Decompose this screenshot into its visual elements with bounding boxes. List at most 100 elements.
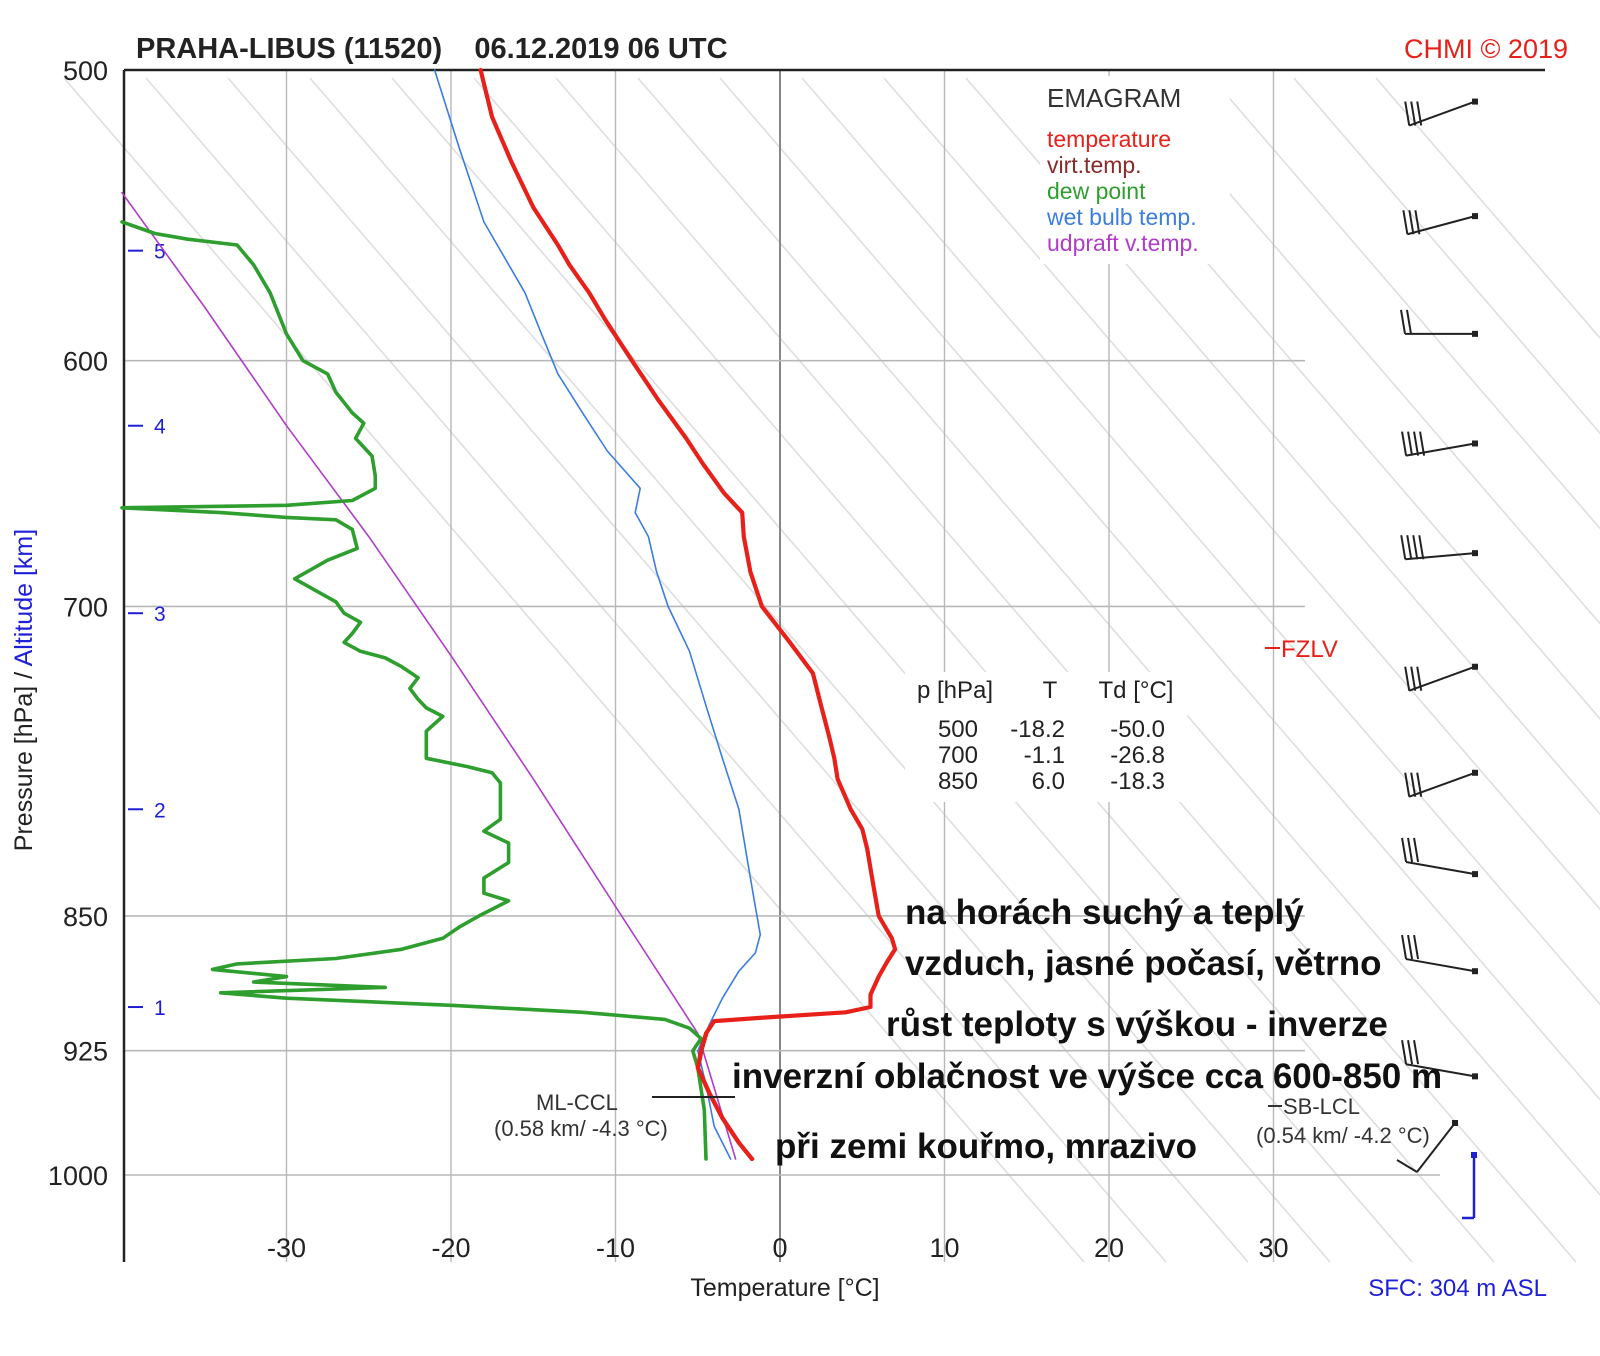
wind-barb-shaft: [1405, 860, 1476, 876]
altitude-tick-label: 2: [154, 799, 166, 822]
surface-wind-dot: [1471, 1152, 1477, 1158]
wind-barb-feather: [1419, 431, 1426, 456]
series-lines: [120, 67, 898, 1162]
dry-adiabat-line: [63, 77, 1085, 1263]
copyright-label: CHMI © 2019: [1404, 34, 1568, 64]
wind-barb: [1400, 535, 1478, 561]
wind-barb: [1404, 769, 1478, 798]
x-tick-label: 30: [1258, 1233, 1288, 1263]
wind-barb-feather: [1418, 535, 1425, 560]
wind-barb-feather: [1400, 535, 1407, 560]
x-tick-label: -30: [267, 1233, 306, 1263]
levels-table-cell: -50.0: [1110, 716, 1165, 743]
dry-adiabat-line: [801, 77, 1600, 1006]
wind-barb-shaft: [1416, 1122, 1456, 1173]
x-tick-label: 10: [929, 1233, 959, 1263]
wind-barb-dot: [1472, 769, 1478, 776]
dry-adiabat-line: [473, 77, 1495, 1263]
dry-adiabat-line: [719, 77, 1600, 1101]
wind-barb-feather: [1410, 101, 1417, 126]
levels-table-box: [905, 672, 1187, 802]
wind-barb-feather: [1416, 772, 1423, 797]
wind-barb-feather: [1413, 837, 1420, 863]
ml-ccl-detail: (0.58 km/ -4.3 °C): [494, 1116, 668, 1141]
wind-barb-feather: [1413, 1040, 1420, 1065]
chart-title: PRAHA-LIBUS (11520) 06.12.2019 06 UTC: [136, 33, 728, 65]
ml-ccl-label: ML-CCL: [536, 1090, 618, 1115]
x-tick-label: -10: [596, 1233, 635, 1263]
wind-barb-feather: [1413, 431, 1420, 456]
pressure-tick-label: 600: [63, 347, 108, 377]
levels-table-cell: -26.8: [1110, 742, 1165, 769]
legend-item: temperature: [1047, 126, 1171, 152]
y-axis-label-text: Pressure [hPa] / Altitude [km]: [10, 529, 38, 851]
legend-item: udpraft v.temp.: [1047, 230, 1199, 256]
altitude-tick-label: 4: [154, 416, 166, 439]
wind-barb-feather: [1401, 1040, 1408, 1065]
altitude-tick-label: 5: [154, 241, 166, 264]
dry-adiabat-line: [145, 77, 1167, 1263]
wind-barb-flag: [1396, 1159, 1418, 1173]
sb-lcl-label: SB-LCL: [1283, 1094, 1360, 1119]
surface-label: SFC: 304 m ASL: [1368, 1275, 1547, 1302]
series-wet-bulb-temp-line: [433, 69, 762, 1160]
wind-barb-feather: [1414, 210, 1421, 235]
wind-barb: [1401, 431, 1478, 457]
levels-table-cell: -1.1: [1024, 742, 1065, 769]
annotation-text: růst teploty s výškou - inverze: [886, 1005, 1388, 1044]
wind-barb-dot: [1472, 330, 1478, 337]
levels-table-cell: 500: [938, 716, 978, 743]
levels-table-header: p [hPa]: [917, 677, 993, 704]
x-tick-label: 0: [772, 1233, 787, 1263]
dry-adiabat-line: [227, 77, 1249, 1263]
levels-table-cell: -18.3: [1110, 768, 1165, 795]
wind-barb-feather: [1416, 101, 1423, 126]
levels-table-cell: 850: [938, 768, 978, 795]
wind-barb: [1401, 934, 1478, 975]
wind-barb-feather: [1404, 772, 1411, 797]
y-axis-label-pressure: Pressure [hPa]: [10, 686, 38, 851]
pressure-tick-label: 850: [63, 902, 108, 932]
wind-barb-feather: [1416, 666, 1423, 691]
x-axis-label: Temperature [°C]: [690, 1274, 879, 1302]
wind-barb-dot: [1472, 440, 1478, 447]
levels-table-header: T: [1043, 677, 1058, 704]
wind-barb: [1396, 1120, 1458, 1173]
wind-barb-feather: [1401, 934, 1408, 960]
y-axis-label: Pressure [hPa] / Altitude [km]: [10, 529, 38, 851]
x-tick-labels: -30 -20 -10 0 10 20 30: [267, 1233, 1289, 1263]
dry-adiabat-line: [965, 77, 1600, 816]
legend-item: wet bulb temp.: [1046, 204, 1197, 230]
wind-barb-feather: [1407, 1040, 1414, 1065]
wind-barb-dot: [1472, 98, 1478, 105]
annotation-text: inverzní oblačnost ve výšce cca 600-850 …: [732, 1057, 1442, 1096]
pressure-tick-label: 1000: [48, 1161, 108, 1191]
levels-table: p [hPa] T Td [°C] 500 -18.2 -50.0 700 -1.1 -26.8…: [917, 677, 1174, 795]
dry-adiabat-line: [1293, 77, 1600, 435]
wind-barbs: [1396, 98, 1478, 1173]
dry-adiabat-line: [637, 77, 1600, 1196]
wind-barb-dot: [1472, 550, 1478, 557]
pressure-tick-label: 925: [63, 1037, 108, 1067]
legend-box: [1040, 76, 1230, 264]
wind-barb-feather: [1400, 309, 1406, 335]
y-axis-label-altitude: Altitude [km]: [10, 529, 38, 667]
legend-title: EMAGRAM: [1047, 83, 1181, 113]
wind-barb-feather: [1406, 535, 1413, 560]
fzlv-label: FZLV: [1281, 636, 1338, 663]
levels-table-header: Td [°C]: [1099, 677, 1174, 704]
wind-barb-dot: [1472, 1073, 1478, 1080]
wind-barb: [1404, 98, 1478, 127]
wind-barb: [1402, 210, 1478, 236]
x-tick-label: -20: [431, 1233, 470, 1263]
wind-barb-feather: [1402, 210, 1409, 235]
wind-barb-feather: [1406, 309, 1412, 335]
wind-barb: [1400, 309, 1478, 337]
legend-item: virt.temp.: [1047, 152, 1142, 178]
sb-lcl-detail: (0.54 km/ -4.2 °C): [1256, 1123, 1430, 1148]
wind-barb: [1404, 663, 1478, 692]
dry-adiabat-line: [1211, 77, 1600, 530]
